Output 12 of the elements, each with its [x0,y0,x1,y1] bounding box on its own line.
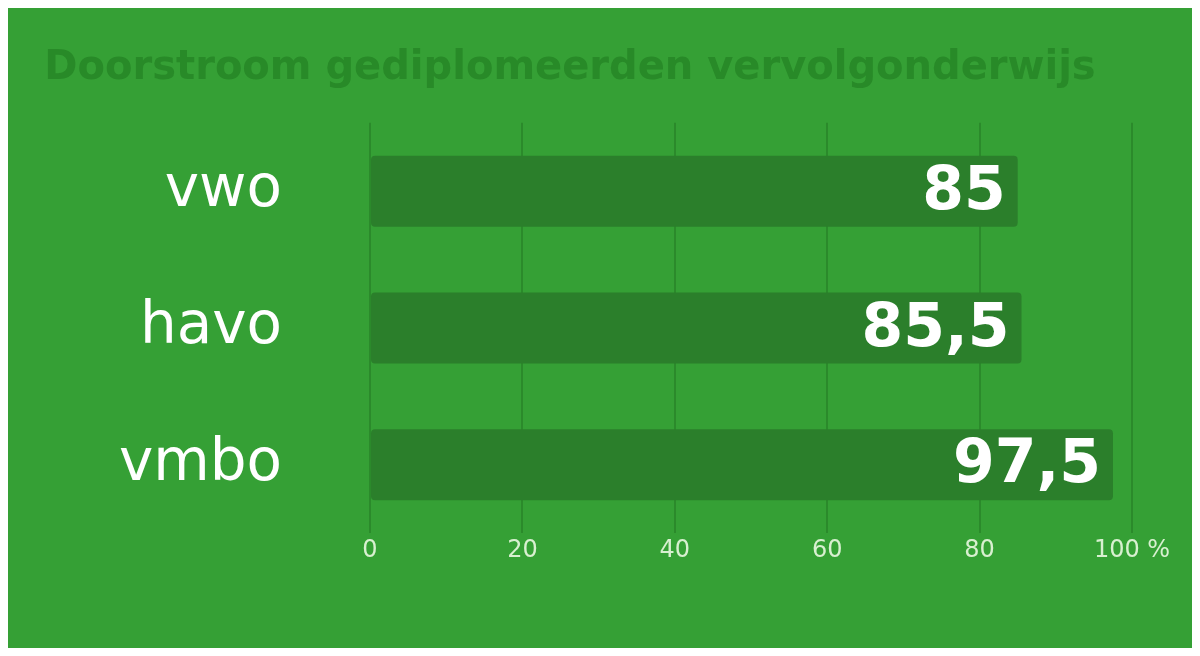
x-tick-label: 80 [964,534,995,563]
y-tick-label: vmbo [118,425,282,494]
data-label: 97,5 [952,426,1101,497]
y-tick-label: vwo [164,152,282,221]
data-label: 85 [922,152,1006,223]
x-tick-label: 100 % [1093,534,1171,563]
x-tick-label: 20 [507,534,538,563]
x-tick-label: 40 [659,534,691,563]
y-tick-label: havo [139,289,282,358]
data-label: 85,5 [861,289,1010,360]
x-tick-label: 60 [811,534,843,563]
x-tick-label: 0 [362,534,378,563]
